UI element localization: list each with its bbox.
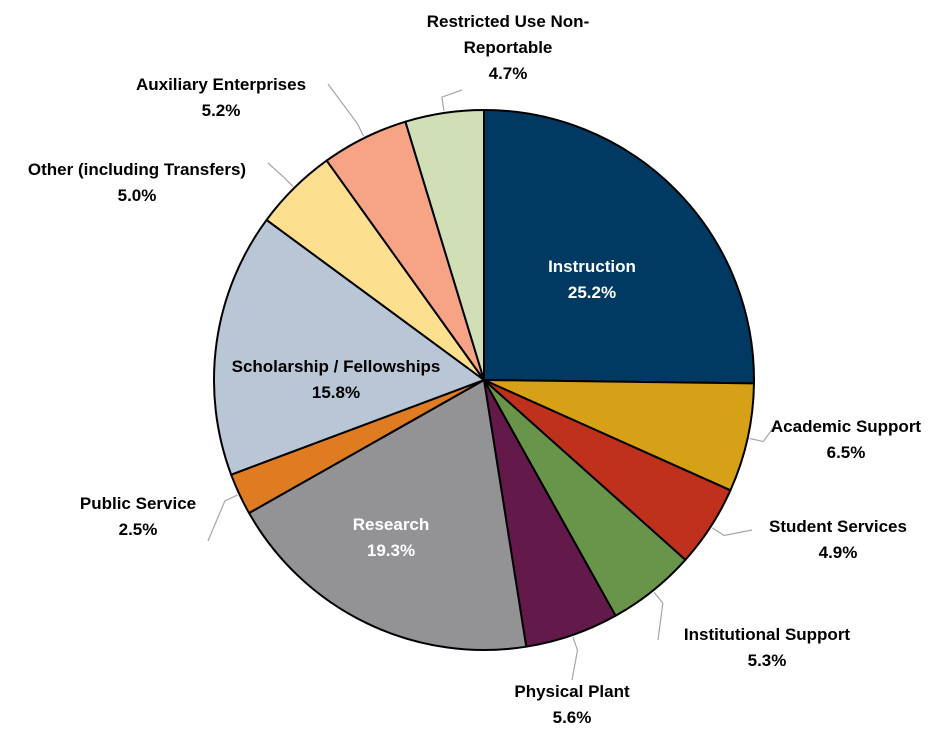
value-label: 5.0%: [117, 186, 157, 205]
leader-line: [711, 527, 753, 537]
slice-label: Physical Plant 5.6%: [514, 679, 629, 731]
category-label: Other (including Transfers): [27, 160, 247, 179]
slice-label: Student Services 4.9%: [769, 514, 907, 566]
value-label: 25.2%: [567, 283, 617, 302]
value-label: 2.5%: [118, 520, 158, 539]
value-label: 5.2%: [201, 101, 241, 120]
value-label: 4.9%: [818, 543, 858, 562]
leader-line: [749, 423, 777, 443]
leader-line: [267, 162, 294, 187]
value-label: 19.3%: [366, 541, 416, 560]
value-label: 4.7%: [488, 64, 528, 83]
pie-slice: [213, 218, 485, 476]
slice-label: Restricted Use Non-Reportable 4.7%: [423, 9, 593, 87]
slice-label: Research 19.3%: [353, 512, 430, 564]
category-label: Instruction: [548, 257, 636, 276]
slice-label: Academic Support 6.5%: [771, 414, 921, 466]
slice-label: Scholarship / Fellowships 15.8%: [232, 354, 441, 406]
slice-label: Instruction 25.2%: [548, 254, 636, 306]
pie-slice: [483, 109, 755, 385]
value-label: 5.3%: [747, 651, 787, 670]
category-label: Restricted Use Non-Reportable: [426, 12, 590, 57]
slice-label: Auxiliary Enterprises 5.2%: [136, 72, 306, 124]
category-label: Academic Support: [770, 417, 922, 436]
slice-label: Other (including Transfers) 5.0%: [28, 157, 246, 209]
leader-line: [327, 83, 365, 137]
category-label: Public Service: [79, 494, 197, 513]
leader-line: [653, 591, 664, 641]
leader-line: [207, 494, 238, 542]
pie-slice: [404, 109, 485, 381]
value-label: 15.8%: [311, 383, 361, 402]
slice-label: Public Service 2.5%: [80, 491, 196, 543]
value-label: 6.5%: [826, 443, 866, 462]
leader-line: [571, 636, 579, 681]
leader-line: [441, 89, 463, 112]
category-label: Research: [352, 515, 430, 534]
pie-slice: [248, 379, 528, 651]
pie-slice: [483, 379, 755, 492]
value-label: 5.6%: [552, 708, 592, 727]
category-label: Student Services: [769, 517, 907, 536]
category-label: Scholarship / Fellowships: [231, 357, 441, 376]
slice-label: Institutional Support 5.3%: [684, 622, 850, 674]
category-label: Institutional Support: [683, 625, 851, 644]
category-label: Auxiliary Enterprises: [135, 75, 307, 94]
category-label: Physical Plant: [514, 682, 630, 701]
